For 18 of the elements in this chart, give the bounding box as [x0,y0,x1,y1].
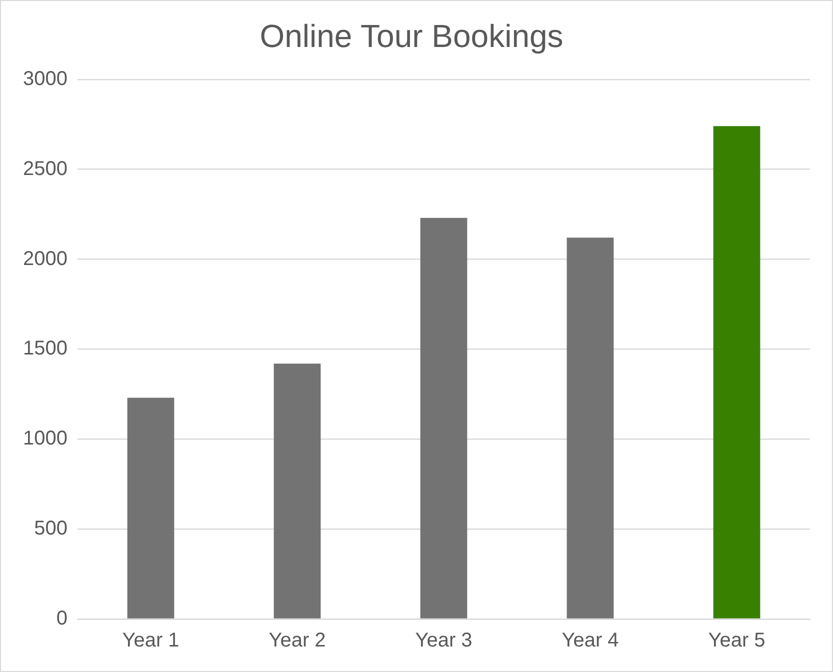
x-tick-label: Year 5 [708,630,766,652]
y-tick-label: 500 [34,518,68,540]
y-tick-label: 1000 [22,428,68,450]
bar [713,126,760,618]
bar [420,218,468,618]
chart-title: Online Tour Bookings [260,18,564,54]
y-tick-label: 1500 [22,338,68,360]
x-tick-label: Year 3 [415,630,472,652]
y-tick-label: 3000 [22,68,68,90]
x-tick-label: Year 4 [562,630,619,652]
y-tick-label: 0 [56,608,68,630]
x-tick-label: Year 2 [268,630,326,652]
x-tick-label: Year 1 [122,630,180,652]
bar [566,238,614,618]
bar [274,364,321,618]
bar [127,398,174,618]
y-tick-label: 2000 [22,248,68,270]
y-tick-label: 2500 [22,158,68,180]
